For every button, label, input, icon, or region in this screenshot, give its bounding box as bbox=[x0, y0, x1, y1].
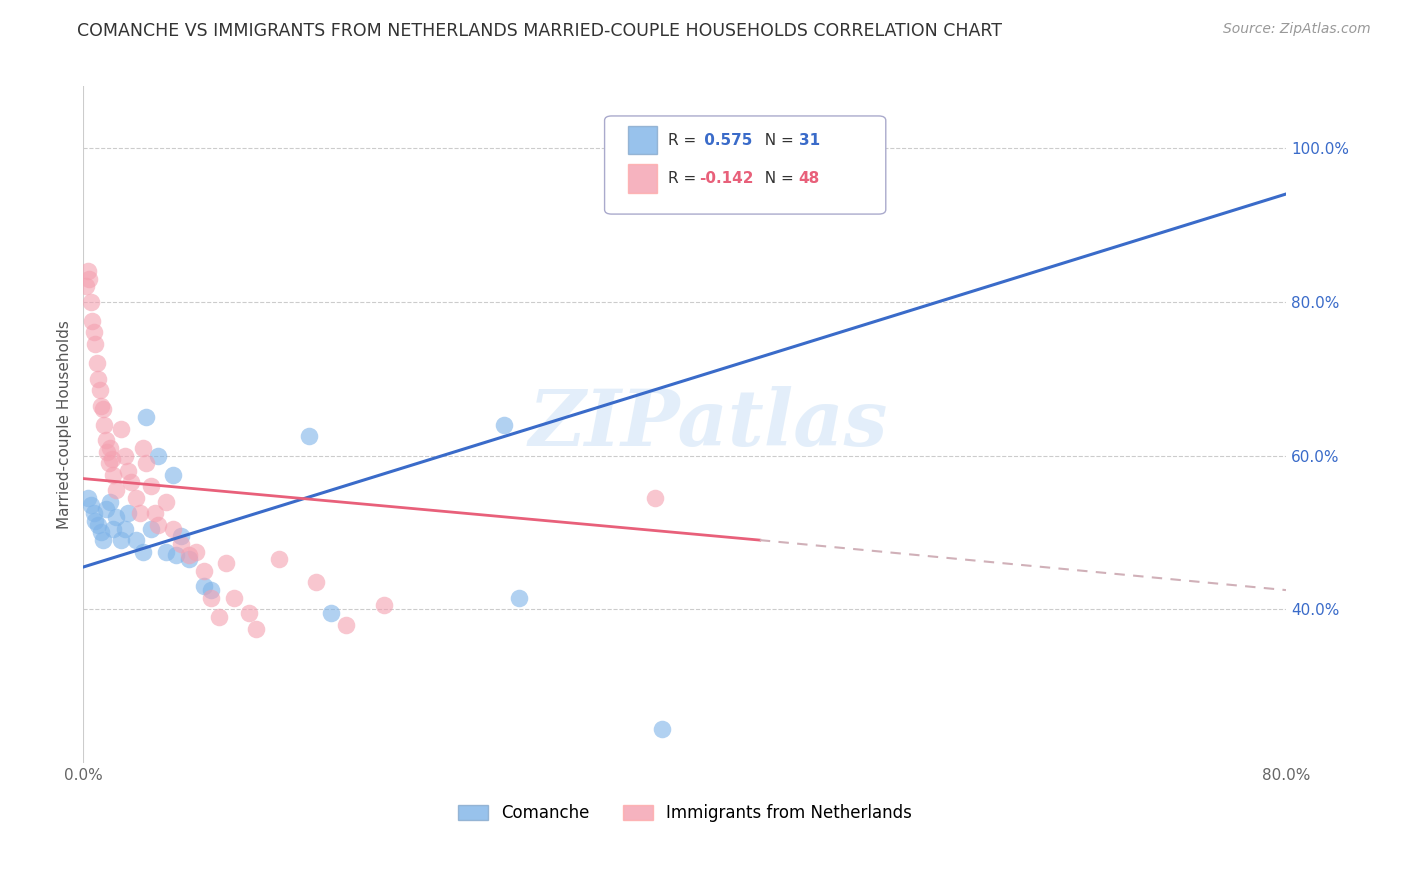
Point bbox=[170, 537, 193, 551]
Point bbox=[321, 606, 343, 620]
Point bbox=[193, 579, 215, 593]
Point bbox=[76, 491, 98, 505]
Point bbox=[335, 617, 357, 632]
Point bbox=[110, 421, 132, 435]
Point bbox=[155, 544, 177, 558]
Point bbox=[120, 475, 142, 490]
Point bbox=[86, 356, 108, 370]
Point bbox=[166, 549, 188, 563]
Point bbox=[135, 456, 157, 470]
Point bbox=[97, 456, 120, 470]
Point bbox=[84, 337, 107, 351]
Text: 0.575: 0.575 bbox=[699, 133, 752, 147]
Point bbox=[148, 449, 170, 463]
Point bbox=[135, 410, 157, 425]
Point bbox=[129, 506, 152, 520]
Point bbox=[139, 479, 162, 493]
Point bbox=[103, 522, 125, 536]
Point bbox=[110, 533, 132, 547]
Point bbox=[105, 483, 128, 497]
Point bbox=[90, 525, 112, 540]
Text: R =: R = bbox=[668, 171, 702, 186]
Point bbox=[267, 552, 290, 566]
Point bbox=[125, 491, 148, 505]
Point bbox=[508, 591, 530, 605]
Point bbox=[105, 510, 128, 524]
Point bbox=[91, 402, 114, 417]
Point bbox=[87, 371, 110, 385]
Text: N =: N = bbox=[755, 133, 799, 147]
Point bbox=[139, 522, 162, 536]
Point bbox=[215, 556, 238, 570]
Point bbox=[162, 467, 184, 482]
Point bbox=[494, 417, 516, 432]
Point bbox=[373, 599, 395, 613]
Point bbox=[83, 506, 105, 520]
Text: N =: N = bbox=[755, 171, 799, 186]
Text: Source: ZipAtlas.com: Source: ZipAtlas.com bbox=[1223, 22, 1371, 37]
Legend: Comanche, Immigrants from Netherlands: Comanche, Immigrants from Netherlands bbox=[457, 805, 911, 822]
Point bbox=[75, 279, 97, 293]
Point bbox=[184, 544, 207, 558]
Point bbox=[207, 610, 229, 624]
Point bbox=[90, 399, 112, 413]
Point bbox=[132, 544, 155, 558]
Point bbox=[200, 583, 222, 598]
Point bbox=[80, 294, 103, 309]
Point bbox=[117, 506, 139, 520]
Point bbox=[651, 722, 673, 736]
Point bbox=[162, 522, 184, 536]
Point bbox=[170, 529, 193, 543]
Point bbox=[193, 564, 215, 578]
Text: 31: 31 bbox=[799, 133, 820, 147]
Point bbox=[125, 533, 148, 547]
Point bbox=[94, 502, 117, 516]
Point bbox=[96, 444, 118, 458]
Y-axis label: Married-couple Households: Married-couple Households bbox=[58, 320, 72, 529]
Point bbox=[155, 494, 177, 508]
Point bbox=[94, 433, 117, 447]
Point bbox=[132, 441, 155, 455]
Point bbox=[98, 494, 121, 508]
Point bbox=[87, 517, 110, 532]
Point bbox=[117, 464, 139, 478]
Point bbox=[82, 314, 104, 328]
Point bbox=[80, 499, 103, 513]
Point bbox=[103, 467, 125, 482]
Point bbox=[114, 522, 136, 536]
Point bbox=[200, 591, 222, 605]
Point bbox=[245, 622, 267, 636]
Point bbox=[91, 533, 114, 547]
Text: COMANCHE VS IMMIGRANTS FROM NETHERLANDS MARRIED-COUPLE HOUSEHOLDS CORRELATION CH: COMANCHE VS IMMIGRANTS FROM NETHERLANDS … bbox=[77, 22, 1002, 40]
Point bbox=[145, 506, 167, 520]
Point bbox=[238, 606, 260, 620]
Point bbox=[114, 449, 136, 463]
Point bbox=[222, 591, 245, 605]
Point bbox=[76, 264, 98, 278]
Point bbox=[93, 417, 115, 432]
Text: -0.142: -0.142 bbox=[699, 171, 754, 186]
Point bbox=[298, 429, 321, 443]
Point bbox=[644, 491, 666, 505]
Point bbox=[101, 452, 124, 467]
Point bbox=[177, 549, 200, 563]
Point bbox=[98, 441, 121, 455]
Point bbox=[305, 575, 328, 590]
Text: R =: R = bbox=[668, 133, 702, 147]
Text: ZIPatlas: ZIPatlas bbox=[529, 386, 889, 463]
Point bbox=[79, 271, 101, 285]
Point bbox=[83, 326, 105, 340]
Point bbox=[177, 552, 200, 566]
Point bbox=[148, 517, 170, 532]
Text: 48: 48 bbox=[799, 171, 820, 186]
Point bbox=[84, 514, 107, 528]
Point bbox=[89, 383, 111, 397]
